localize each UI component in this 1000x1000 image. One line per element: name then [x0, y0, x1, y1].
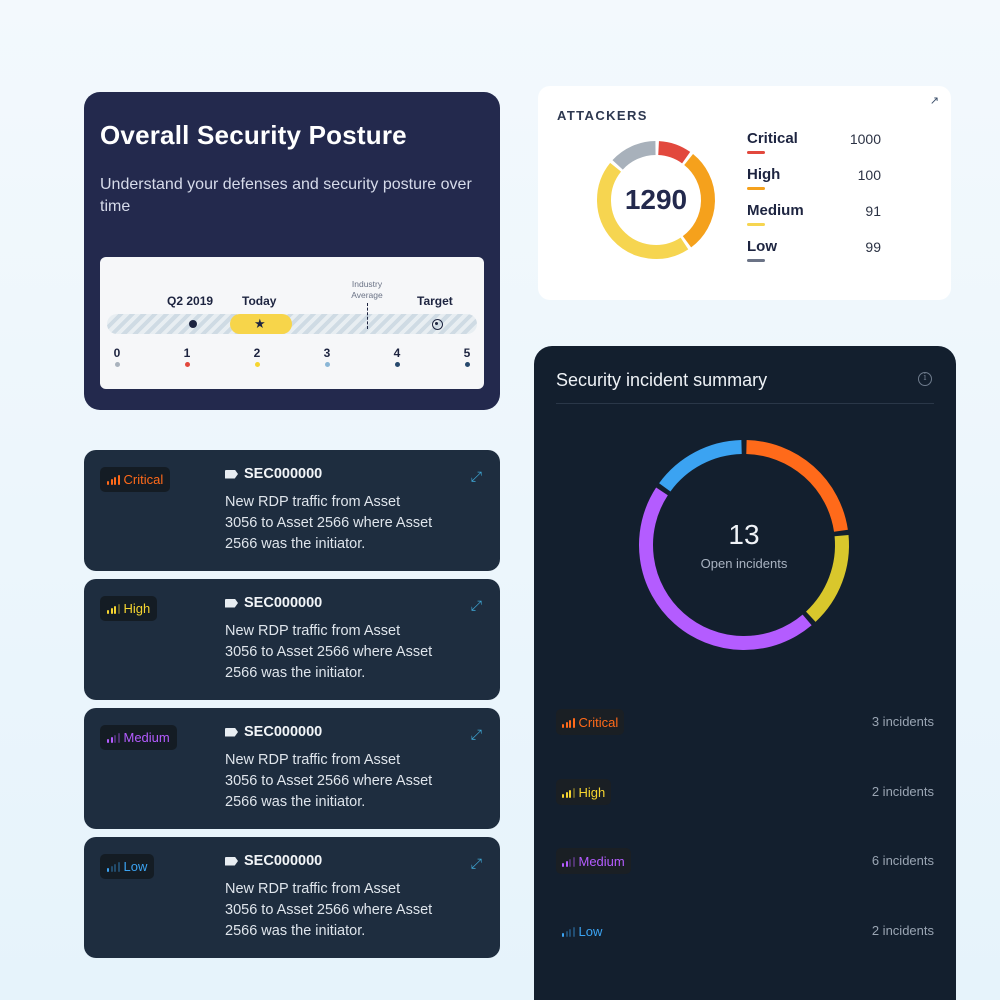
severity-badge-medium: Medium: [100, 725, 177, 750]
posture-track: [107, 314, 477, 334]
tag-icon: [225, 856, 238, 866]
severity-badge-critical: Critical: [100, 467, 171, 492]
tag-icon: [225, 598, 238, 608]
incident-id: SEC000000: [225, 724, 322, 740]
value-high: 100: [857, 167, 881, 183]
industry-average-marker: [367, 303, 368, 329]
posture-scale: Q2 2019 Today Industry Average Target ★ …: [100, 257, 484, 389]
high-segment[interactable]: [682, 154, 715, 248]
tick-1: 1: [180, 346, 194, 367]
summary-count-high: 2 incidents: [871, 784, 934, 799]
open-incidents-label: Open incidents: [700, 556, 788, 571]
legend-critical: Critical: [747, 130, 887, 154]
summary-badge-low[interactable]: Low: [556, 918, 608, 944]
open-external-icon[interactable]: ↗: [929, 95, 939, 107]
low-segment[interactable]: [612, 141, 656, 170]
summary-badge-high[interactable]: High: [556, 779, 612, 805]
incident-id: SEC000000: [225, 595, 322, 611]
signal-low-icon: [107, 861, 120, 872]
attackers-title: ATTACKERS: [557, 108, 648, 123]
incident-card-critical[interactable]: Critical SEC000000 New RDP traffic from …: [84, 450, 500, 571]
value-medium: 91: [865, 203, 881, 219]
low-incidents-segment[interactable]: [659, 440, 742, 492]
incident-description: New RDP traffic from Asset 3056 to Asset…: [225, 752, 433, 810]
tag-icon: [225, 469, 238, 479]
signal-medium-icon: [107, 732, 120, 743]
tick-0: 0: [110, 346, 124, 367]
industry-average-label: Industry Average: [351, 279, 383, 300]
legend-swatch: [747, 259, 765, 262]
incident-card-medium[interactable]: Medium SEC000000 New RDP traffic from As…: [84, 708, 500, 829]
expand-icon[interactable]: ⤢: [470, 468, 482, 484]
summary-count-medium: 6 incidents: [871, 853, 934, 868]
tick-dot: [464, 362, 470, 367]
legend-swatch: [747, 187, 765, 190]
tick-2: 2: [250, 346, 264, 367]
critical-incidents-segment[interactable]: [746, 440, 848, 532]
severity-badge-low: Low: [100, 854, 155, 879]
incident-description: New RDP traffic from Asset 3056 to Asset…: [225, 494, 433, 552]
legend-medium: Medium: [747, 202, 887, 226]
summary-title: Security incident summary: [556, 370, 768, 390]
target-label: Target: [417, 294, 453, 308]
tag-icon: [225, 727, 238, 737]
value-low: 99: [865, 239, 881, 255]
today-label: Today: [242, 294, 277, 308]
signal-critical-icon: [107, 474, 120, 485]
posture-title: Overall Security Posture: [100, 120, 407, 150]
security-posture-card: Overall Security Posture Understand your…: [84, 92, 500, 410]
tick-dot: [184, 362, 190, 367]
summary-badge-medium[interactable]: Medium: [556, 848, 631, 874]
summary-badge-critical[interactable]: Critical: [556, 709, 625, 735]
severity-badge-high: High: [100, 596, 158, 621]
q2-2019-label: Q2 2019: [167, 294, 214, 308]
q2-2019-marker[interactable]: [189, 320, 197, 328]
legend-swatch: [747, 151, 765, 154]
posture-subtitle: Understand your defenses and security po…: [100, 176, 472, 215]
incident-card-low[interactable]: Low SEC000000 New RDP traffic from Asset…: [84, 837, 500, 958]
tick-3: 3: [320, 346, 334, 367]
tick-dot: [114, 362, 120, 367]
attackers-total: 1290: [624, 184, 688, 215]
attackers-donut: [597, 141, 715, 259]
today-marker[interactable]: [230, 314, 292, 334]
incident-id: SEC000000: [225, 853, 322, 869]
signal-critical-icon: [562, 717, 575, 728]
signal-high-icon: [107, 603, 120, 614]
incident-id: SEC000000: [225, 466, 322, 482]
tick-dot: [324, 362, 330, 367]
legend-low: Low: [747, 238, 887, 262]
legend-high: High: [747, 166, 887, 190]
medium-segment[interactable]: [597, 162, 689, 259]
medium-incidents-segment[interactable]: [639, 487, 812, 650]
tick-5: 5: [460, 346, 474, 367]
incident-description: New RDP traffic from Asset 3056 to Asset…: [225, 881, 433, 939]
tick-dot: [394, 362, 400, 367]
expand-icon[interactable]: ⤢: [470, 597, 482, 613]
incident-card-high[interactable]: High SEC000000 New RDP traffic from Asse…: [84, 579, 500, 700]
incidents-donut: [639, 440, 849, 650]
critical-segment[interactable]: [657, 141, 691, 164]
summary-count-critical: 3 incidents: [871, 714, 934, 729]
incident-description: New RDP traffic from Asset 3056 to Asset…: [225, 623, 433, 681]
signal-medium-icon: [562, 856, 575, 867]
signal-high-icon: [562, 787, 575, 798]
target-icon[interactable]: [432, 319, 443, 330]
info-icon[interactable]: i: [918, 372, 932, 386]
value-critical: 1000: [849, 131, 881, 147]
divider: [556, 403, 934, 404]
high-incidents-segment[interactable]: [805, 534, 849, 622]
attackers-card: ATTACKERS ↗ 1290 Critical 1000 High 100 …: [538, 86, 951, 300]
tick-dot: [254, 362, 260, 367]
expand-icon[interactable]: ⤢: [470, 855, 482, 871]
star-icon: ★: [254, 316, 266, 331]
legend-swatch: [747, 223, 765, 226]
open-incidents-count: 13: [728, 519, 760, 550]
tick-4: 4: [390, 346, 404, 367]
summary-count-low: 2 incidents: [871, 923, 934, 938]
expand-icon[interactable]: ⤢: [470, 726, 482, 742]
incident-summary-panel: Security incident summary i 13 Open inci…: [534, 346, 956, 1000]
signal-low-icon: [562, 926, 575, 937]
